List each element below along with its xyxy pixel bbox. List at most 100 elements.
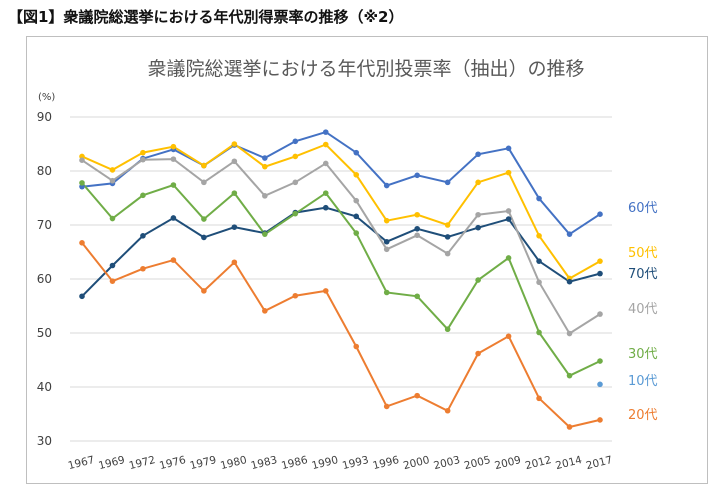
data-point [444, 179, 451, 186]
data-point [566, 231, 573, 237]
y-tick-label: 90 [37, 110, 52, 124]
data-point [536, 329, 542, 336]
data-point [262, 308, 268, 314]
data-point [444, 222, 451, 228]
data-point [322, 288, 329, 294]
data-point [292, 210, 299, 217]
data-point [109, 262, 116, 269]
data-point [597, 358, 603, 364]
series-lines [81, 131, 601, 429]
data-point [536, 395, 542, 402]
data-point [170, 215, 177, 221]
data-point [475, 277, 481, 283]
series-label: 40代 [628, 302, 658, 317]
x-tick-label: 1969 [97, 454, 126, 472]
data-point [231, 158, 238, 165]
data-point [231, 141, 238, 147]
data-point [109, 167, 116, 173]
data-point [383, 246, 390, 253]
data-point [414, 211, 420, 218]
data-point [597, 258, 603, 264]
series-label: 20代 [628, 408, 658, 423]
x-tick-label: 1983 [250, 454, 279, 472]
x-tick-label: 2017 [585, 454, 614, 472]
data-point [322, 160, 329, 167]
data-point [79, 293, 85, 300]
data-point [505, 169, 512, 176]
data-point [444, 234, 451, 240]
series-label: 30代 [628, 347, 658, 362]
data-point [322, 190, 329, 196]
data-point [597, 381, 603, 388]
series-line [81, 158, 601, 335]
data-point [201, 216, 207, 222]
x-tick-label: 1979 [189, 454, 218, 472]
data-point [536, 258, 542, 264]
data-point [383, 289, 390, 296]
series-line [81, 131, 601, 236]
data-point [262, 231, 268, 237]
x-tick-label: 1972 [128, 454, 157, 472]
x-tick-label: 1967 [67, 454, 96, 472]
series-labels: 60代 50代 70代 40代 30代 20代 10代 [628, 201, 658, 423]
series-line [81, 206, 601, 298]
data-point [140, 233, 146, 239]
data-point [353, 213, 360, 220]
data-point [201, 288, 207, 294]
data-point [566, 278, 573, 285]
x-tick-label: 2003 [432, 454, 461, 472]
data-point [505, 208, 512, 214]
data-point [140, 156, 146, 163]
y-tick-label: 80 [37, 164, 52, 178]
data-point [383, 238, 390, 245]
data-point [109, 215, 116, 222]
data-point [597, 311, 603, 317]
x-tick-label: 2000 [402, 454, 431, 472]
x-tick-label: 2014 [554, 454, 583, 472]
data-point [292, 292, 299, 299]
data-point [566, 330, 573, 337]
x-tick-label: 1990 [311, 454, 340, 472]
data-point [109, 177, 116, 184]
figure-caption: 【図1】衆議院総選挙における年代別得票率の推移（※2） [8, 8, 404, 26]
data-point [140, 192, 146, 199]
series-line [81, 142, 601, 280]
x-tick-label: 1980 [219, 454, 248, 472]
x-axis-ticks: 1967 1969 1972 1976 1979 1980 1983 1986 1990 1993… [67, 454, 614, 472]
y-tick-label: 50 [37, 326, 52, 340]
data-point [353, 197, 360, 204]
x-tick-label: 1993 [341, 454, 370, 472]
data-point [475, 350, 481, 357]
data-point [475, 224, 481, 231]
x-tick-label: 1986 [280, 454, 309, 472]
data-point [475, 211, 481, 218]
data-point [201, 162, 207, 169]
series-label: 50代 [628, 246, 658, 261]
x-tick-label: 1996 [372, 454, 401, 472]
data-point [414, 392, 420, 399]
data-point [475, 151, 481, 158]
chart-frame [26, 36, 708, 484]
data-point [353, 343, 360, 350]
data-point [353, 171, 360, 178]
series-label: 70代 [628, 267, 658, 282]
data-point [140, 265, 146, 272]
data-point [79, 180, 85, 186]
series-line [81, 242, 601, 429]
data-point [109, 278, 116, 284]
series-line [81, 182, 601, 377]
y-unit-label: (%) [38, 92, 55, 103]
data-point [597, 417, 603, 423]
data-point [566, 424, 573, 430]
data-point [322, 141, 329, 148]
data-point [262, 193, 268, 199]
data-point [292, 179, 299, 186]
data-point [383, 182, 390, 189]
chart-title: 衆議院総選挙における年代別投票率（抽出）の推移 [147, 58, 584, 80]
data-point [231, 224, 238, 230]
data-point [140, 149, 146, 156]
data-point [322, 204, 329, 211]
data-point [536, 233, 542, 239]
data-point [414, 225, 420, 232]
